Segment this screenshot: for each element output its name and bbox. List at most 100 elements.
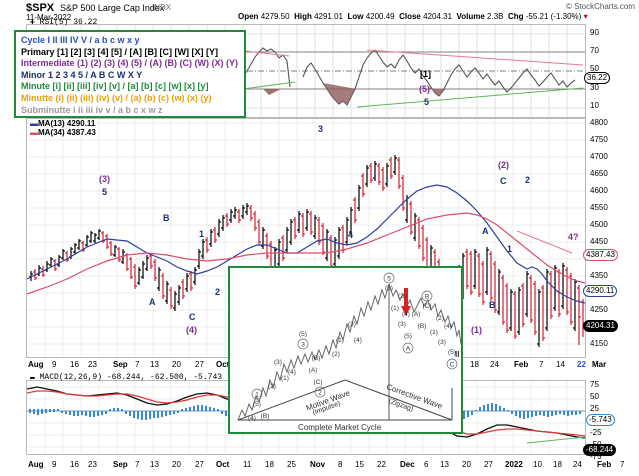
svg-text:(4): (4) — [248, 415, 256, 422]
macd-hist-value-flag: -5.743 — [586, 414, 615, 426]
svg-text:(1): (1) — [336, 337, 344, 344]
price-panel — [26, 118, 586, 358]
rsi-ytick-10: 10 — [590, 101, 599, 110]
change-label: Chg — [507, 12, 524, 21]
wave-label-minor-2b: 2 — [525, 175, 531, 185]
svg-text:(1): (1) — [281, 375, 289, 382]
xtick2-25: 25 — [287, 460, 296, 469]
xtick2-2022: 2022 — [505, 460, 523, 469]
xtick-9: 9 — [52, 360, 57, 369]
price-ytick-4250: 4250 — [590, 305, 608, 314]
legend-row-minutte: Minutte (i) (ii) (iii) (iv) (v) / (a) (b… — [21, 92, 212, 103]
xtick-feb: Feb — [514, 360, 529, 369]
rsi-ytick-70: 70 — [590, 46, 599, 55]
wave-label-minor-1b: 1 — [507, 244, 513, 254]
legend-row-primary: Primary [1] [2] [3] [4] [5] / [A] [B] [C… — [21, 46, 218, 57]
xtick-13: 13 — [150, 360, 159, 369]
svg-text:(2): (2) — [436, 315, 444, 322]
wave-label-int-3: (3) — [99, 174, 110, 184]
price-ytick-4800: 4800 — [590, 118, 608, 127]
xtick-24: 24 — [490, 360, 499, 369]
xtick2-nov: Nov — [310, 460, 326, 469]
xtick2-23: 23 — [88, 460, 97, 469]
wave-label-minor-B: B — [163, 213, 170, 223]
wave-label-minor-3: 3 — [318, 124, 324, 134]
open-label: Open — [238, 12, 259, 21]
wave-label-minor-C: C — [189, 312, 196, 322]
svg-text:A: A — [406, 346, 411, 353]
wave-label-minor-1: 1 — [199, 229, 205, 239]
svg-text:(5): (5) — [448, 349, 456, 356]
macd-ytick-25: 25 — [590, 404, 599, 413]
svg-text:(3): (3) — [398, 321, 406, 328]
change-value: -55.21 (-1.30%) — [525, 12, 582, 21]
xtick2-13: 13 — [150, 460, 159, 469]
rsi-ytick-90: 90 — [590, 28, 599, 37]
price-ytick-4750: 4750 — [590, 135, 608, 144]
svg-text:(2): (2) — [268, 383, 276, 390]
svg-text:B: B — [425, 294, 429, 301]
xtick-sep7: 7 — [135, 360, 140, 369]
wave-label-minor-5b: 5 — [424, 97, 430, 107]
change-down-arrow-icon: ▾ — [583, 12, 588, 21]
xtick2-18c: 18 — [553, 460, 562, 469]
close-label: Close — [399, 12, 421, 21]
wave-label-int-4: (4) — [186, 325, 197, 335]
inset-diagram: 1 (5) (4) (B) 3 (5) (3) (1) (4) (2) (B) … — [237, 272, 461, 422]
svg-text:5: 5 — [387, 276, 391, 283]
price-ytick-4700: 4700 — [590, 152, 608, 161]
svg-text:(4): (4) — [402, 311, 410, 318]
xtick2-22: 22 — [377, 460, 386, 469]
wave-label-int-2: (2) — [498, 160, 509, 170]
wave-label-minor-A2: A — [482, 226, 489, 236]
svg-text:(A): (A) — [412, 311, 421, 318]
xtick2-16: 16 — [70, 460, 79, 469]
low-label: Low — [347, 12, 364, 21]
xtick-23: 23 — [88, 360, 97, 369]
svg-text:(4): (4) — [288, 369, 296, 376]
xtick2-10: 10 — [533, 460, 542, 469]
wave-label-minor-2: 2 — [215, 287, 221, 297]
price-ytick-4500: 4500 — [590, 220, 608, 229]
xtick2-aug: Aug — [28, 460, 44, 469]
svg-text:(B): (B) — [418, 323, 427, 330]
svg-text:(2): (2) — [398, 293, 406, 300]
wave-label-minor-B2: B — [489, 300, 496, 310]
svg-text:(2): (2) — [332, 351, 340, 358]
svg-text:(3): (3) — [438, 339, 446, 346]
svg-text:(1): (1) — [430, 329, 438, 336]
svg-text:3: 3 — [301, 342, 305, 349]
xtick-14: 14 — [556, 360, 565, 369]
ohlc-summary: Open 4279.50 High 4291.01 Low 4200.49 Cl… — [238, 12, 588, 21]
price-ytick-4350: 4350 — [590, 271, 608, 280]
ma-fast-legend: ▬MA(13) 4290.11 — [30, 119, 96, 128]
macd-ytick-50: 50 — [590, 392, 599, 401]
xtick2-20b: 20 — [462, 460, 471, 469]
xtick2-8: 8 — [338, 460, 343, 469]
volume-label: Volume — [456, 12, 485, 21]
chart-header: $SPX S&P 500 Large Cap Index INDX 11-Mar… — [0, 0, 639, 22]
ma-slow-value-flag: 4387.43 — [583, 249, 618, 261]
wave-label-int-1: (1) — [471, 325, 482, 335]
xtick2-18: 18 — [265, 460, 274, 469]
price-plot — [27, 119, 585, 357]
price-ytick-4450: 4450 — [590, 237, 608, 246]
legend-row-minute: Minute [i] [ii] [iii] [iv] [v] / [a] [b]… — [21, 81, 209, 92]
low-value: 4200.49 — [365, 12, 395, 21]
xtick2-feb7: 7 — [620, 460, 625, 469]
svg-text:(5): (5) — [253, 401, 261, 408]
high-label: High — [294, 12, 312, 21]
wave-label-minor-C2: C — [500, 176, 507, 186]
wave-label-minor-A: A — [149, 297, 156, 307]
elliott-wave-cycle-inset: 1 (5) (4) (B) 3 (5) (3) (1) (4) (2) (B) … — [228, 266, 463, 434]
macd-ytick-neg75: -75 — [590, 452, 602, 461]
price-ytick-4650: 4650 — [590, 169, 608, 178]
ma-fast-value-flag: 4290.11 — [583, 285, 618, 297]
high-value: 4291.01 — [314, 12, 343, 21]
xtick2-9: 9 — [52, 460, 57, 469]
legend-row-cycle: Cycle I II III IV V / a b c w x y — [21, 35, 140, 45]
red-down-arrow-icon — [401, 288, 411, 316]
xtick2-15: 15 — [355, 460, 364, 469]
source-watermark: © StockCharts.com — [565, 2, 635, 11]
svg-text:1: 1 — [255, 392, 259, 399]
